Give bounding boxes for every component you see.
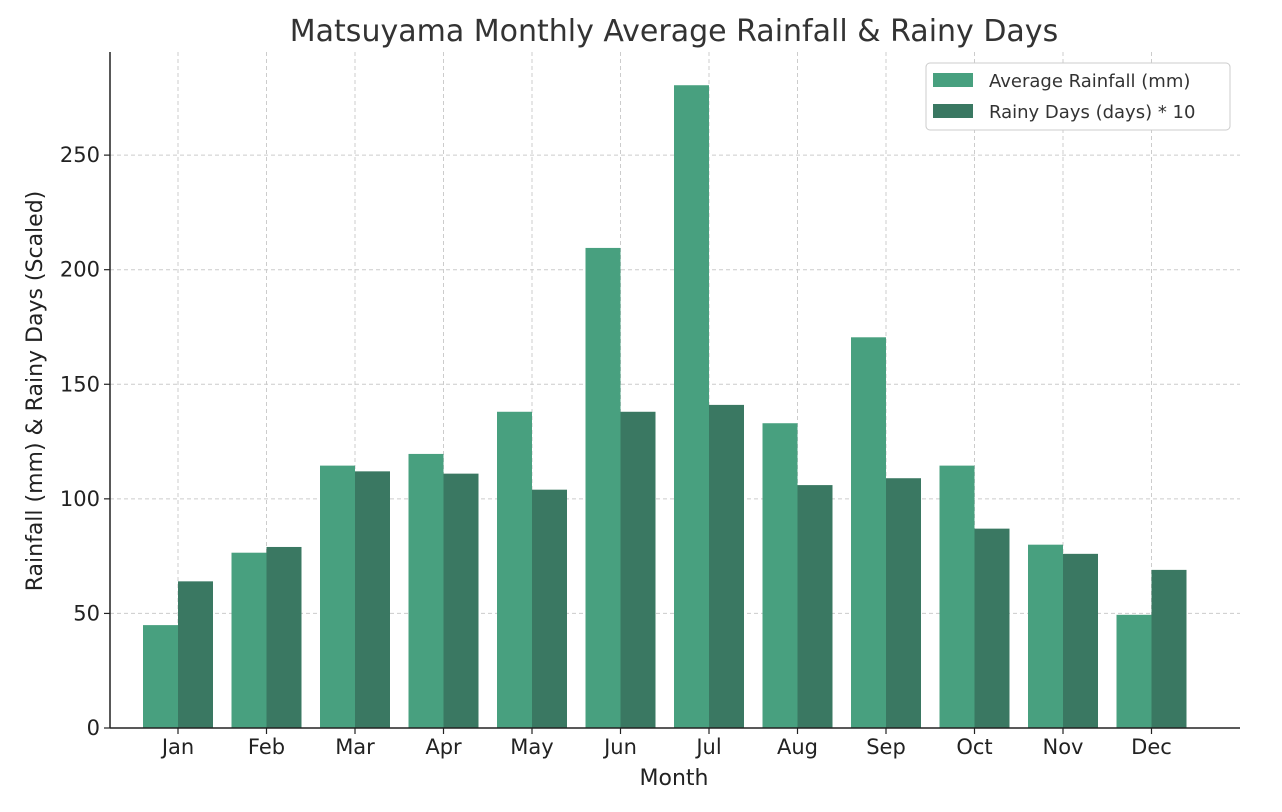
bar-rainfall bbox=[762, 423, 798, 728]
chart-title: Matsuyama Monthly Average Rainfall & Rai… bbox=[290, 14, 1058, 49]
bar-rainfall bbox=[585, 247, 621, 729]
bar-rainy-days bbox=[532, 489, 567, 728]
y-tick-label: 250 bbox=[60, 143, 100, 167]
x-tick-label: Sep bbox=[866, 735, 906, 759]
x-axis-label: Month bbox=[640, 766, 709, 791]
bar-rainfall bbox=[851, 337, 886, 728]
bar-rainfall bbox=[497, 411, 532, 728]
bar-rainfall bbox=[674, 85, 709, 729]
x-tick-label: Apr bbox=[425, 735, 462, 759]
x-tick-label: Feb bbox=[248, 735, 285, 759]
x-tick-label: May bbox=[510, 735, 553, 759]
bar-rainfall bbox=[143, 625, 178, 728]
y-axis-label: Rainfall (mm) & Rainy Days (Scaled) bbox=[23, 191, 48, 592]
bar-rainfall bbox=[320, 465, 355, 728]
legend-label-rainfall: Average Rainfall (mm) bbox=[989, 71, 1190, 92]
bar-rainy-days bbox=[886, 478, 921, 728]
x-tick-label: Nov bbox=[1043, 735, 1084, 759]
bar-rainy-days bbox=[709, 404, 744, 728]
x-tick-label: Dec bbox=[1131, 735, 1172, 759]
y-tick-label: 100 bbox=[60, 487, 100, 511]
legend-frame bbox=[925, 62, 1231, 131]
legend-label-rainy-days: Rainy Days (days) * 10 bbox=[989, 102, 1195, 123]
bar-rainfall bbox=[408, 453, 444, 728]
legend-swatch-rainy-days bbox=[933, 104, 973, 118]
x-tick-label: Oct bbox=[956, 735, 992, 759]
y-tick-label: 200 bbox=[60, 258, 100, 282]
bar-rainy-days bbox=[1063, 553, 1098, 728]
bar-rainy-days bbox=[178, 581, 213, 728]
y-tick-label: 150 bbox=[60, 372, 100, 396]
bar-rainy-days bbox=[355, 471, 390, 728]
bar-rainy-days bbox=[974, 528, 1010, 728]
y-tick-label: 0 bbox=[87, 716, 100, 740]
bar-rainfall bbox=[1116, 614, 1152, 728]
bar-rainfall bbox=[231, 552, 267, 728]
legend: Average Rainfall (mm) Rainy Days (days) … bbox=[925, 62, 1231, 131]
x-tick-label: Jul bbox=[694, 735, 721, 759]
x-tick-label: Jan bbox=[160, 735, 194, 759]
bar-rainy-days bbox=[620, 411, 656, 728]
bar-rainy-days bbox=[266, 546, 302, 728]
bar-rainfall bbox=[939, 465, 975, 728]
bar-rainfall bbox=[1028, 544, 1063, 728]
bar-rainy-days bbox=[797, 485, 833, 728]
y-tick-label: 50 bbox=[73, 601, 100, 625]
bar-rainy-days bbox=[1151, 569, 1187, 728]
x-tick-label: Jun bbox=[602, 735, 637, 759]
x-tick-label: Aug bbox=[777, 735, 818, 759]
ticks-layer: 0 50 100 150 200 250 Jan Feb Mar Apr May Jun Jul Aug S… bbox=[60, 143, 1172, 759]
bars-layer bbox=[143, 85, 1187, 729]
legend-swatch-rainfall bbox=[933, 73, 973, 87]
x-tick-label: Mar bbox=[335, 735, 375, 759]
bar-rainy-days bbox=[443, 473, 479, 728]
